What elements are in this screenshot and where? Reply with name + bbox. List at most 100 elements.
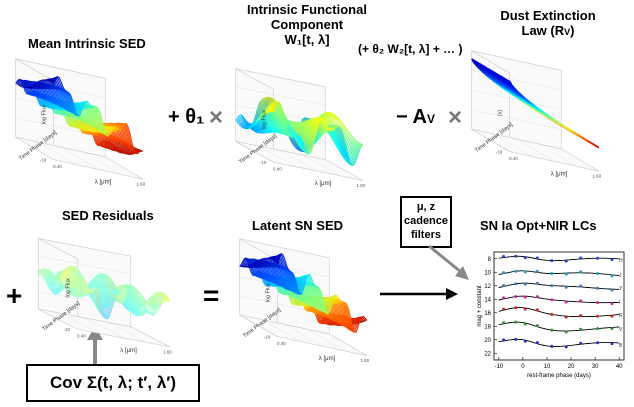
x-axis-label: λ [μm]: [551, 171, 568, 177]
data-point: [514, 254, 518, 258]
series-line: [498, 255, 620, 262]
grid-line: [235, 86, 326, 106]
data-point: [523, 270, 527, 274]
data-point: [523, 307, 527, 311]
surface-line: [38, 80, 130, 156]
surface-line: [265, 257, 356, 326]
covariance-box: Cov Σ(t, λ; t′, λ′): [26, 364, 200, 402]
data-point: [523, 295, 527, 299]
data-point: [610, 302, 614, 306]
grid-line: [471, 109, 562, 130]
data-point: [596, 286, 600, 290]
series-label: R: [619, 313, 623, 319]
surface-line: [269, 101, 361, 164]
x-axis-label: λ [μm]: [120, 348, 137, 354]
cadence-arrow: [428, 244, 469, 280]
z-axis-label: (λ): [498, 110, 504, 117]
ifc-formula: W₁[t, λ]: [284, 32, 330, 47]
grid-line: [538, 143, 577, 167]
data-point: [596, 272, 600, 276]
data-point: [610, 342, 614, 346]
data-point: [535, 295, 539, 299]
plot-frame: [493, 251, 625, 361]
data-point: [610, 257, 614, 261]
y-tick-label: 18: [484, 324, 491, 330]
surface-line: [267, 257, 358, 326]
plus-theta-operator: + θ₁: [168, 106, 205, 128]
series-line: [498, 270, 620, 276]
series-label: V: [619, 327, 623, 333]
surface-line: [268, 101, 360, 163]
x-axis-label: λ [μm]: [95, 179, 112, 185]
data-point: [502, 338, 506, 342]
data-point: [610, 288, 614, 292]
x-axis-label: λ [μm]: [315, 181, 332, 187]
grid-line: [471, 89, 562, 110]
surface-mesh: [471, 58, 600, 149]
data-point: [579, 270, 583, 274]
surface-line: [40, 79, 132, 156]
series-label: H: [619, 258, 623, 264]
times-operator-2: ×: [448, 104, 463, 131]
x-tick-label: 1.60: [136, 182, 145, 187]
y-tick-label: 22: [484, 351, 491, 357]
data-point: [596, 314, 600, 318]
grid-line: [38, 255, 131, 275]
grid-line: [280, 150, 319, 172]
surface-line: [269, 256, 360, 328]
grid-line: [261, 319, 301, 342]
y-tick-label: -10: [63, 327, 70, 332]
x-tick-label: 30: [592, 364, 599, 370]
dust-law-surface-plot: (λ)Time Phase [days]λ [μm]0.401.60-10: [471, 50, 602, 179]
x-tick-label: 20: [568, 364, 575, 370]
y-tick-label: -10: [496, 149, 503, 154]
grid-line: [37, 141, 77, 165]
latent-title: Latent SN SED: [252, 218, 344, 233]
data-point: [550, 284, 554, 288]
y-tick-label: 10: [484, 270, 491, 276]
y-tick-label: -10: [264, 335, 271, 340]
data-point: [610, 314, 614, 318]
data-point: [579, 284, 583, 288]
mean-sed-title: Mean Intrinsic SED: [28, 36, 146, 51]
surface-line: [266, 257, 357, 326]
grid-line: [107, 322, 147, 343]
surface-mesh: [239, 252, 368, 333]
surface-line: [259, 110, 350, 149]
x-tick-label: 0.40: [273, 166, 282, 171]
x-tick-label: 0: [521, 364, 525, 370]
y-tick-label: 12: [484, 284, 491, 290]
z-axis-label: log Flux: [42, 105, 48, 125]
data-point: [564, 315, 568, 319]
data-point: [523, 282, 527, 286]
series-line: [498, 321, 620, 332]
series-line: [498, 282, 620, 290]
data-point: [535, 269, 539, 273]
data-point: [564, 285, 568, 289]
grid-line: [61, 313, 101, 334]
data-point: [596, 301, 600, 305]
y-tick-label: 14: [484, 297, 491, 303]
x-tick-label: 10: [544, 364, 551, 370]
data-point: [523, 322, 527, 326]
data-point: [596, 327, 600, 331]
surface-line: [32, 81, 123, 154]
data-point: [550, 272, 554, 276]
surface-line: [270, 255, 361, 329]
data-point: [523, 256, 527, 260]
surface-line: [263, 257, 355, 326]
surface-line: [37, 80, 128, 155]
surface-mesh: [235, 96, 364, 167]
surface-line: [266, 103, 357, 161]
data-point: [579, 299, 583, 303]
surface-line: [261, 107, 353, 153]
data-point: [514, 295, 518, 299]
surface-line: [265, 104, 356, 159]
surface-line: [271, 255, 362, 330]
surface-line: [39, 79, 131, 156]
data-point: [514, 320, 518, 324]
surface-line: [263, 106, 354, 155]
surface-line: [271, 101, 363, 166]
y-tick-label: 8: [488, 257, 492, 263]
